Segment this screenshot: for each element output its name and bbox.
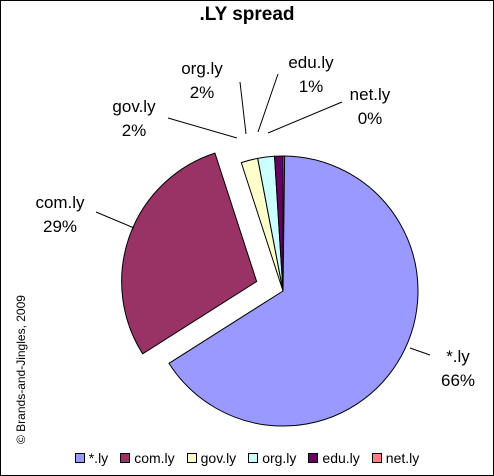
legend-item-com-ly: com.ly [120, 450, 175, 466]
slice-value-label-edu-ly: 1% [299, 77, 324, 96]
leader-line-edu-ly [257, 73, 279, 133]
legend-label: edu.ly [322, 450, 360, 466]
leader-line-gov-ly [167, 117, 238, 139]
legend-label: org.ly [262, 450, 297, 466]
slice-name-label-ly: *.ly [446, 347, 470, 366]
slice-name-label-org-ly: org.ly [181, 59, 223, 78]
slice-value-label-gov-ly: 2% [122, 121, 147, 140]
pie-slice-net-ly [282, 155, 286, 292]
slice-value-label-ly: 66% [441, 371, 475, 390]
leader-line-ly [409, 347, 431, 356]
legend-swatch [248, 453, 259, 463]
legend-swatch [186, 453, 197, 463]
legend-item-org-ly: org.ly [248, 450, 296, 466]
legend-label: gov.ly [200, 450, 237, 466]
legend-label: net.ly [385, 450, 420, 466]
legend-label: com.ly [134, 450, 175, 466]
slice-value-label-org-ly: 2% [190, 83, 215, 102]
slice-name-label-gov-ly: gov.ly [112, 97, 156, 116]
slice-name-label-com-ly: com.ly [35, 193, 85, 212]
legend: *.ly com.ly gov.ly org.ly edu.ly net.ly [0, 450, 494, 466]
legend-swatch [120, 453, 131, 463]
legend-swatch [371, 453, 382, 463]
leader-line-net-ly [267, 101, 343, 134]
pie-slice-com-ly [121, 152, 258, 355]
leader-line-com-ly [95, 211, 135, 229]
legend-swatch [74, 453, 85, 463]
legend-swatch [308, 453, 319, 463]
chart-title: .LY spread [199, 4, 295, 25]
legend-label: *.ly [88, 450, 109, 466]
legend-item-ly: *.ly [74, 450, 109, 466]
slice-value-label-net-ly: 0% [358, 109, 383, 128]
slice-name-label-net-ly: net.ly [350, 85, 391, 104]
slice-value-label-com-ly: 29% [43, 217, 77, 236]
leader-line-org-ly [239, 81, 247, 135]
slice-name-label-edu-ly: edu.ly [288, 53, 334, 72]
legend-item-net-ly: net.ly [371, 450, 420, 466]
legend-item-gov-ly: gov.ly [186, 450, 237, 466]
legend-item-edu-ly: edu.ly [308, 450, 360, 466]
pie-slice-ly [168, 155, 419, 427]
